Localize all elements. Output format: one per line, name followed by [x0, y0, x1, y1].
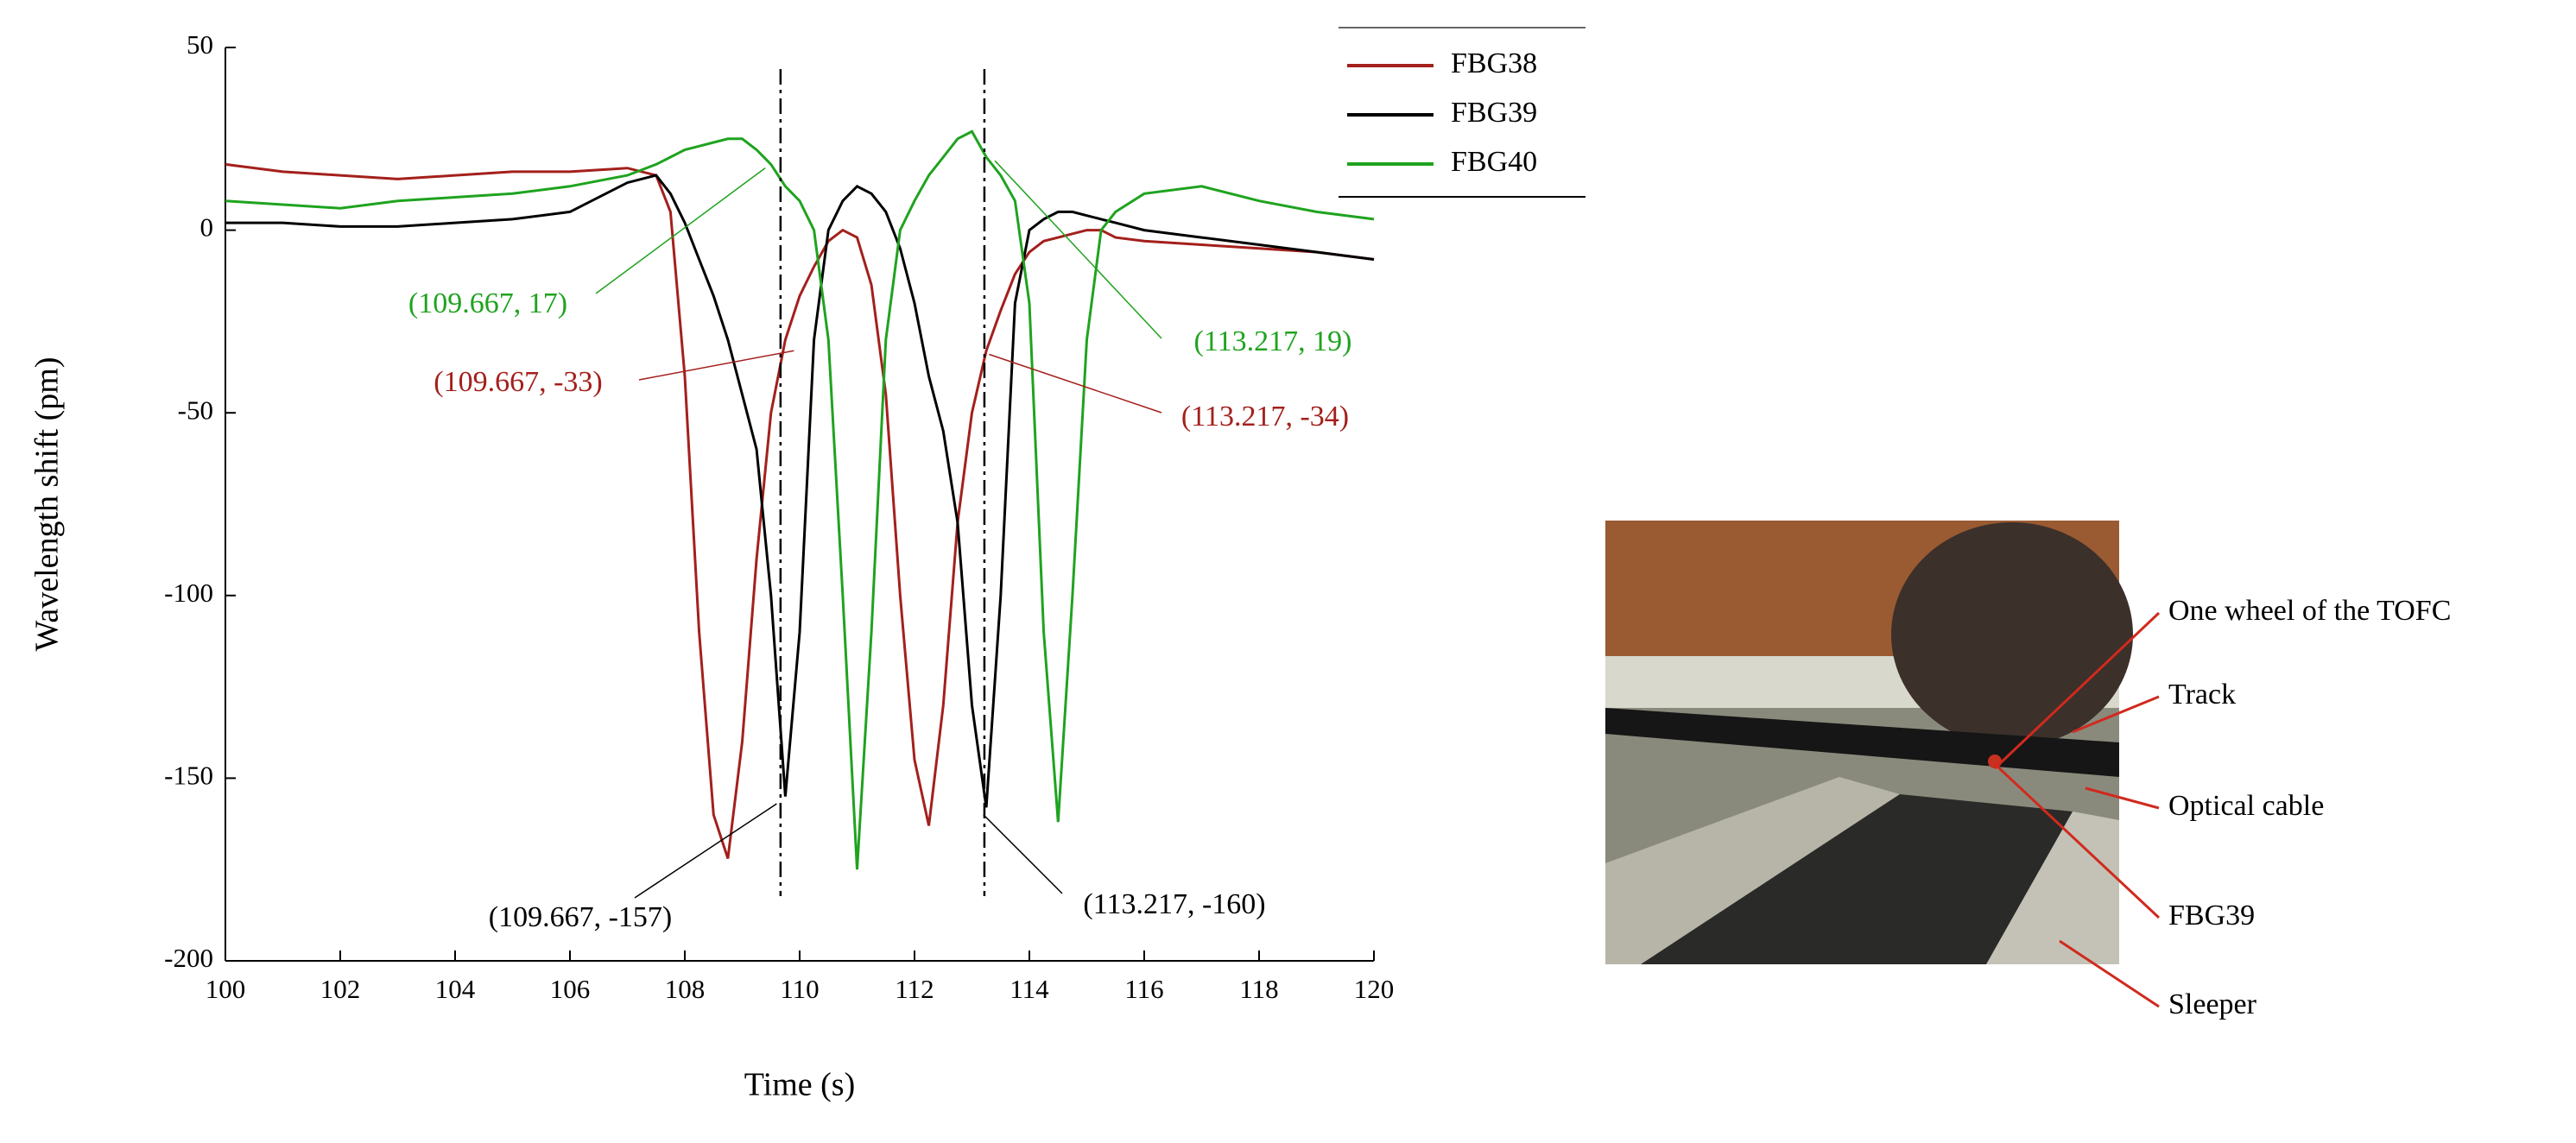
series-line: [225, 174, 1375, 808]
x-tick-label: 104: [435, 974, 476, 1004]
series-line: [225, 162, 1375, 859]
x-tick-label: 108: [665, 974, 706, 1004]
photo-label: One wheel of the TOFC: [2168, 595, 2451, 627]
photo-wheel: [1891, 522, 2133, 747]
photo-ballast: [1641, 794, 2073, 964]
photo: [1605, 521, 2133, 964]
legend-label: FBG39: [1451, 97, 1537, 129]
photo-label: FBG39: [2168, 900, 2255, 931]
annotation-leader: [983, 814, 1063, 894]
photo-label: Sleeper: [2168, 988, 2257, 1020]
photo-sleeper: [1605, 777, 1900, 964]
annotation: (109.667, -33): [434, 366, 602, 398]
annotation-leader: [634, 803, 777, 899]
y-tick-label: -100: [164, 578, 213, 608]
x-tick-label: 120: [1354, 974, 1395, 1004]
x-tick-label: 114: [1010, 974, 1049, 1004]
x-tick-label: 102: [320, 974, 361, 1004]
y-tick-label: -50: [178, 395, 213, 425]
annotation-leader: [638, 350, 794, 381]
photo-arrow: [1995, 764, 2161, 919]
x-tick-label: 118: [1239, 974, 1278, 1004]
y-tick-label: 0: [200, 212, 214, 243]
y-tick-label: -150: [164, 761, 213, 791]
annotation: (113.217, -34): [1181, 401, 1349, 433]
y-axis-label: Wavelength shift (pm): [29, 357, 66, 652]
annotation: (113.217, -160): [1083, 888, 1265, 920]
photo-arrow: [2059, 939, 2160, 1008]
legend-label: FBG38: [1451, 47, 1537, 79]
legend-label: FBG40: [1451, 146, 1537, 178]
y-tick-label: -200: [164, 943, 213, 973]
series-line: [225, 129, 1375, 870]
annotation-leader: [989, 353, 1162, 414]
annotation-leader: [994, 160, 1162, 339]
photo-arrow: [1993, 611, 2161, 770]
annotation: (109.667, -157): [489, 901, 672, 933]
photo-fbg: [1988, 755, 2002, 768]
annotation: (113.217, 19): [1194, 325, 1352, 357]
photo-arrow: [2072, 695, 2160, 734]
x-tick-label: 110: [780, 974, 819, 1004]
photo-arrow: [2085, 786, 2160, 810]
x-tick-label: 112: [895, 974, 934, 1004]
x-tick-label: 100: [206, 974, 246, 1004]
x-tick-label: 116: [1124, 974, 1163, 1004]
x-axis-label: Time (s): [744, 1067, 855, 1103]
annotation: (109.667, 17): [408, 287, 567, 319]
photo-label: Track: [2168, 679, 2236, 710]
annotation-leader: [595, 167, 766, 294]
x-tick-label: 106: [550, 974, 591, 1004]
y-tick-label: 50: [187, 29, 213, 60]
photo-label: Optical cable: [2168, 790, 2324, 822]
